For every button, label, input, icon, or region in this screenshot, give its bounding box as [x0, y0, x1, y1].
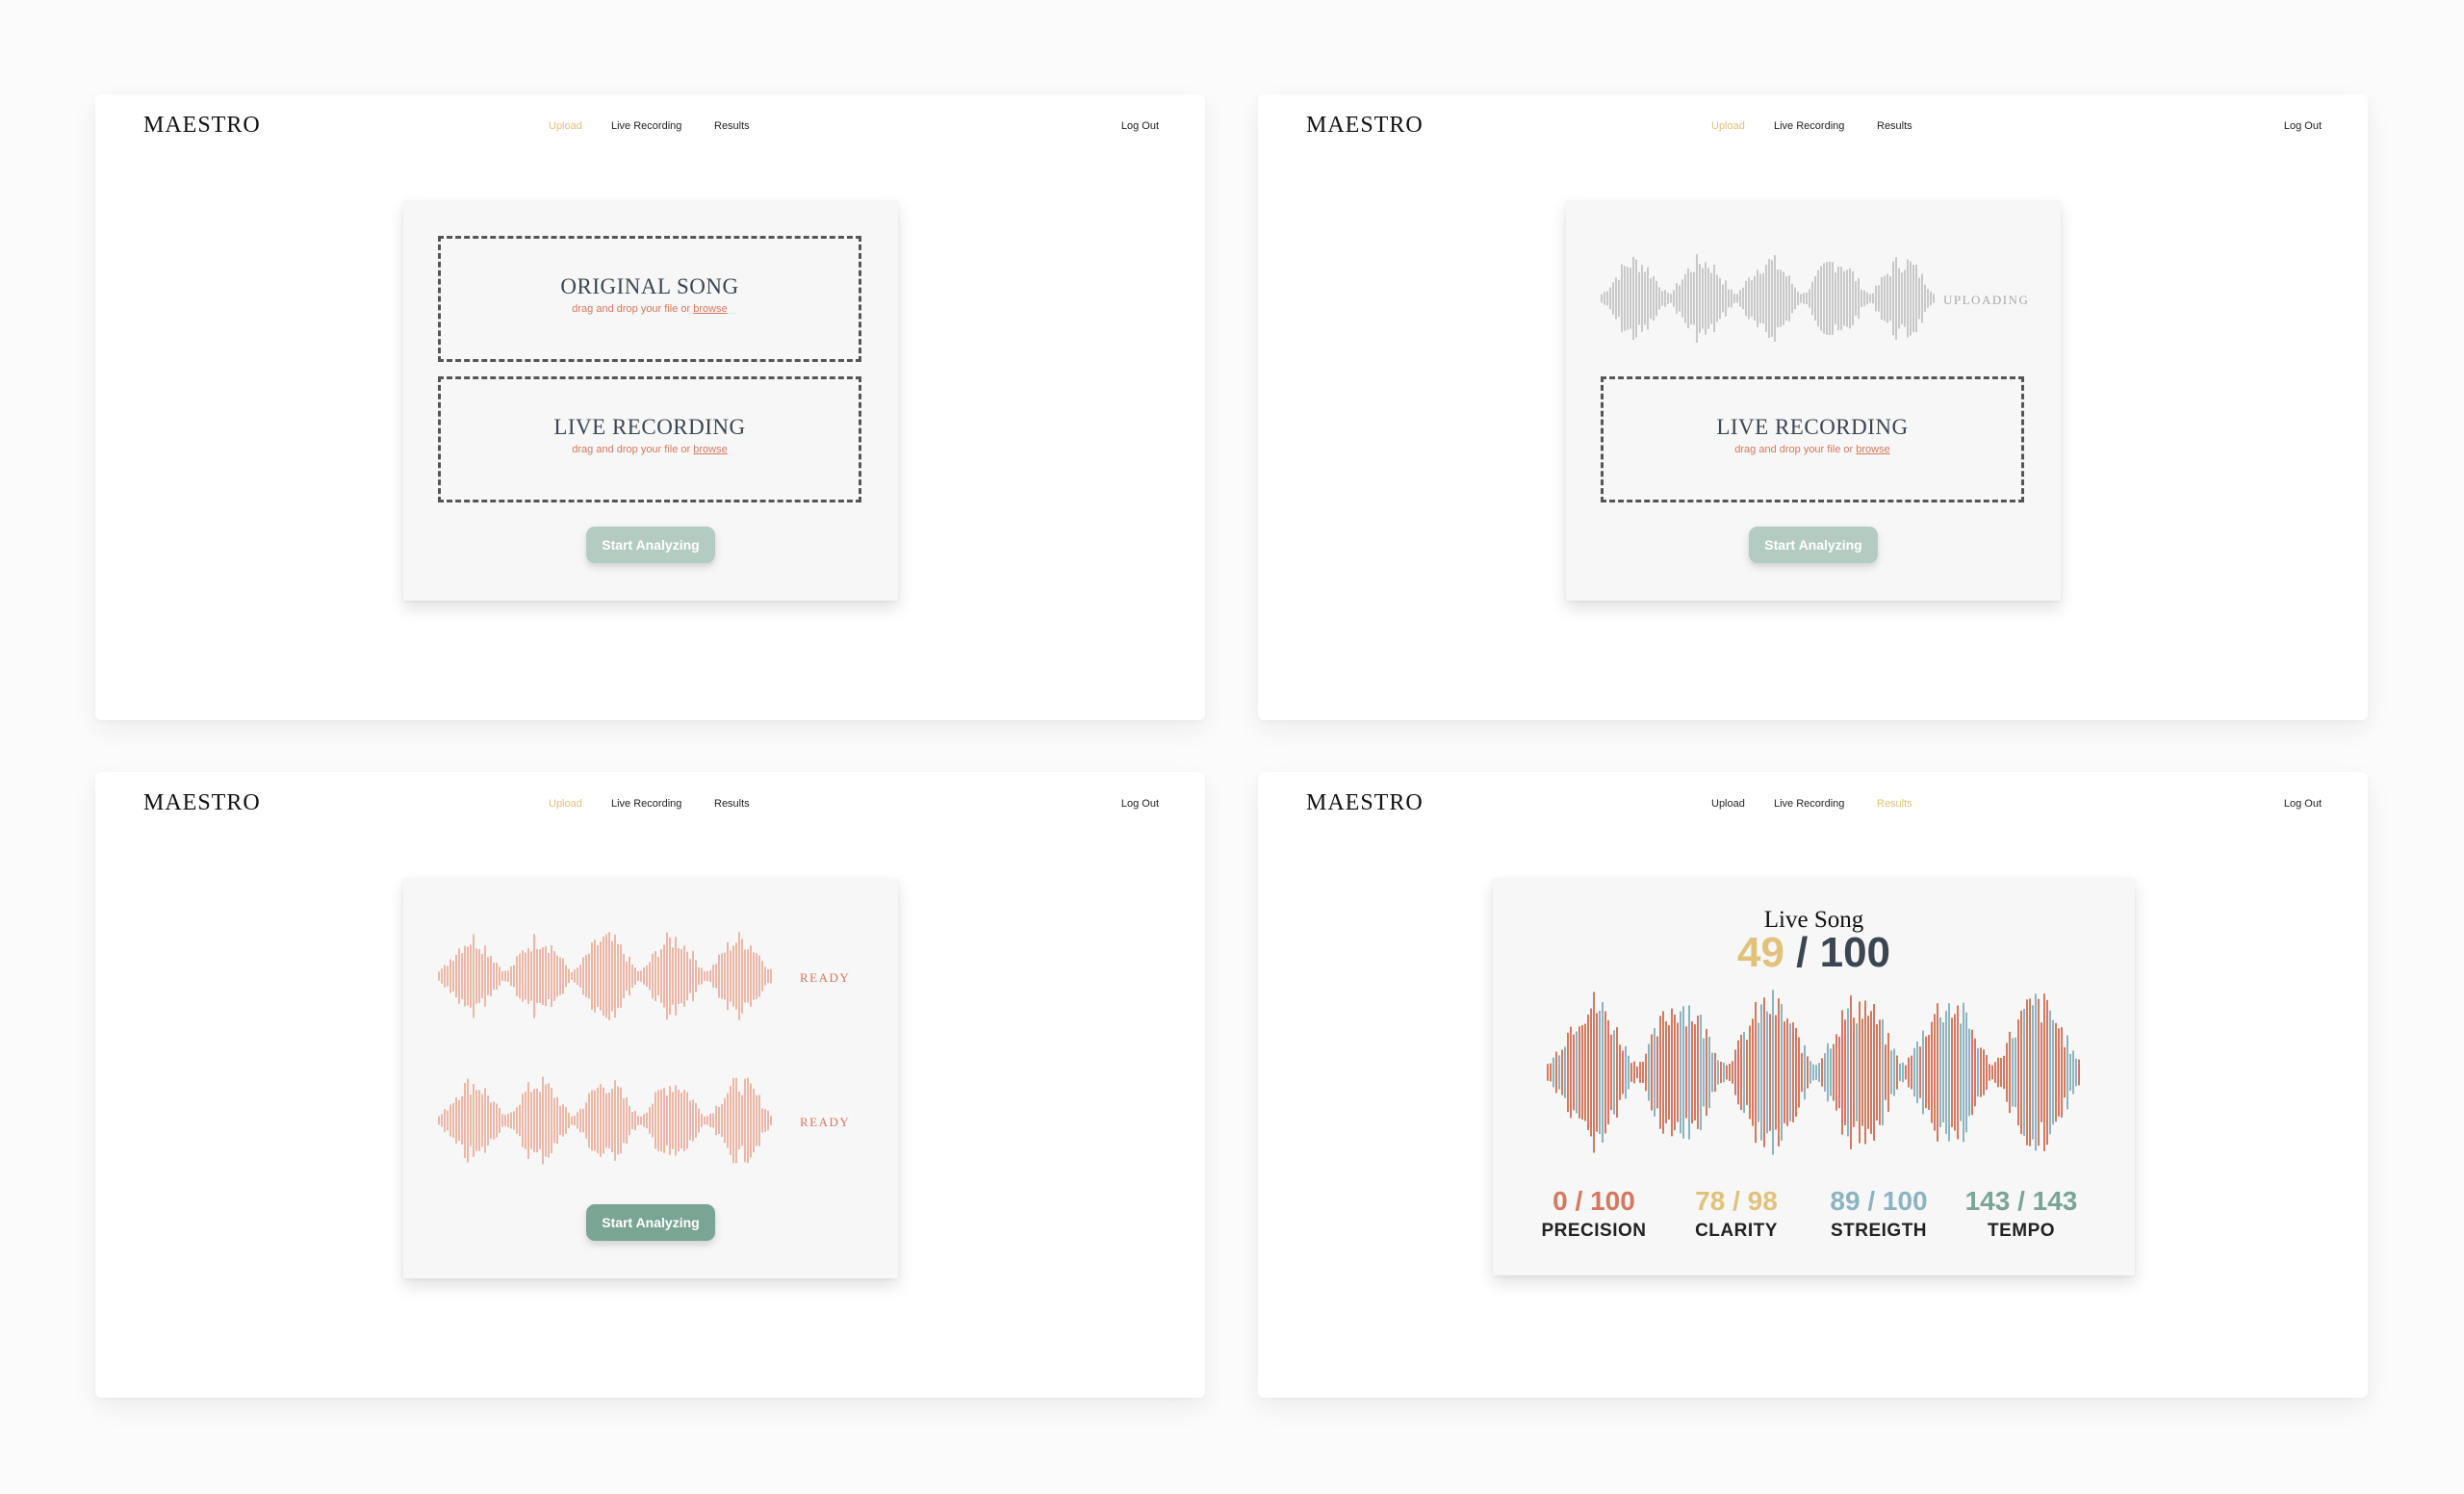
browse-link[interactable]: browse: [693, 303, 728, 315]
nav-live-recording[interactable]: Live Recording: [611, 120, 682, 132]
nav-results[interactable]: Results: [1877, 798, 1912, 810]
dropzone-hint: drag and drop your file or browse: [441, 303, 859, 315]
nav-results[interactable]: Results: [714, 798, 750, 810]
score-value: 49: [1736, 929, 1784, 976]
metric-label: TEMPO: [1987, 1221, 2056, 1241]
drop-hint-text: drag and drop your file or: [572, 303, 691, 315]
upload-card: READY READY Start Analyzing: [403, 878, 898, 1278]
nav-results[interactable]: Results: [1877, 120, 1912, 132]
top-nav: Upload Live Recording Results: [1258, 120, 2368, 136]
start-analyzing-button[interactable]: Start Analyzing: [586, 1204, 715, 1241]
screen-results: MAESTRO Upload Live Recording Results Lo…: [1258, 772, 2368, 1398]
metric-value: 0 / 100: [1553, 1186, 1635, 1216]
metric-streigth: 89 / 100 STREIGTH: [1807, 1186, 1951, 1242]
comparison-waveform: [1547, 990, 2080, 1155]
metric-clarity: 78 / 98 CLARITY: [1664, 1186, 1809, 1242]
logout-link[interactable]: Log Out: [1120, 120, 1159, 132]
top-nav: Upload Live Recording Results: [1258, 798, 2368, 813]
song-title: Live Song: [1763, 907, 1864, 933]
overall-score: 49 / 100: [1493, 929, 2135, 977]
metric-label: CLARITY: [1695, 1221, 1778, 1241]
browse-link[interactable]: browse: [693, 444, 728, 455]
nav-live-recording[interactable]: Live Recording: [611, 798, 682, 810]
metric-value: 89 / 100: [1830, 1186, 1928, 1216]
logout-link[interactable]: Log Out: [2283, 120, 2322, 132]
dropzone-title: LIVE RECORDING: [1716, 415, 1909, 439]
dropzone-title: ORIGINAL SONG: [560, 274, 739, 298]
logo[interactable]: MAESTRO: [1306, 790, 1424, 815]
ready-label: READY: [800, 1115, 851, 1129]
dropzone-title: LIVE RECORDING: [553, 415, 746, 439]
top-nav: Upload Live Recording Results: [95, 798, 1205, 813]
logout-link[interactable]: Log Out: [2283, 798, 2322, 810]
nav-upload[interactable]: Upload: [549, 798, 582, 810]
nav-live-recording[interactable]: Live Recording: [1774, 120, 1845, 132]
logo[interactable]: MAESTRO: [143, 790, 261, 815]
live-recording-dropzone[interactable]: LIVE RECORDING drag and drop your file o…: [1601, 376, 2024, 502]
logo[interactable]: MAESTRO: [143, 113, 261, 138]
screen-upload-ready: MAESTRO Upload Live Recording Results Lo…: [95, 772, 1205, 1398]
drop-hint-text: drag and drop your file or: [1734, 444, 1854, 455]
score-total: / 100: [1796, 929, 1891, 976]
dropzone-hint: drag and drop your file or browse: [441, 444, 859, 455]
live-recording-waveform: [438, 1076, 772, 1165]
browse-link[interactable]: browse: [1856, 444, 1890, 455]
nav-upload[interactable]: Upload: [1711, 120, 1745, 132]
uploading-waveform: [1601, 254, 1935, 343]
metric-precision: 0 / 100 PRECISION: [1522, 1186, 1666, 1242]
original-song-dropzone[interactable]: ORIGINAL SONG drag and drop your file or…: [438, 236, 861, 362]
upload-card: ORIGINAL SONG drag and drop your file or…: [403, 200, 898, 601]
nav-live-recording[interactable]: Live Recording: [1774, 798, 1845, 810]
top-nav: Upload Live Recording Results: [95, 120, 1205, 136]
screen-upload-empty: MAESTRO Upload Live Recording Results Lo…: [95, 94, 1205, 720]
dropzone-hint: drag and drop your file or browse: [1604, 444, 2021, 455]
metric-value: 78 / 98: [1695, 1186, 1778, 1216]
drop-hint-text: drag and drop your file or: [572, 444, 691, 455]
nav-upload[interactable]: Upload: [549, 120, 582, 132]
nav-upload[interactable]: Upload: [1711, 798, 1745, 810]
metric-label: PRECISION: [1541, 1221, 1647, 1241]
upload-card: UPLOADING LIVE RECORDING drag and drop y…: [1566, 200, 2061, 601]
ready-label: READY: [800, 970, 851, 985]
logout-link[interactable]: Log Out: [1120, 798, 1159, 810]
uploading-label: UPLOADING: [1943, 293, 2030, 307]
metric-value: 143 / 143: [1964, 1186, 2078, 1216]
results-card: Live Song 49 / 100 0 / 100 PRECISION 78 …: [1493, 878, 2135, 1275]
metric-tempo: 143 / 143 TEMPO: [1949, 1186, 2093, 1242]
live-recording-dropzone[interactable]: LIVE RECORDING drag and drop your file o…: [438, 376, 861, 502]
nav-results[interactable]: Results: [714, 120, 750, 132]
start-analyzing-button[interactable]: Start Analyzing: [1749, 527, 1878, 563]
metric-label: STREIGTH: [1830, 1221, 1928, 1241]
original-song-waveform: [438, 932, 772, 1020]
screen-upload-uploading: MAESTRO Upload Live Recording Results Lo…: [1258, 94, 2368, 720]
start-analyzing-button[interactable]: Start Analyzing: [586, 527, 715, 563]
logo[interactable]: MAESTRO: [1306, 113, 1424, 138]
